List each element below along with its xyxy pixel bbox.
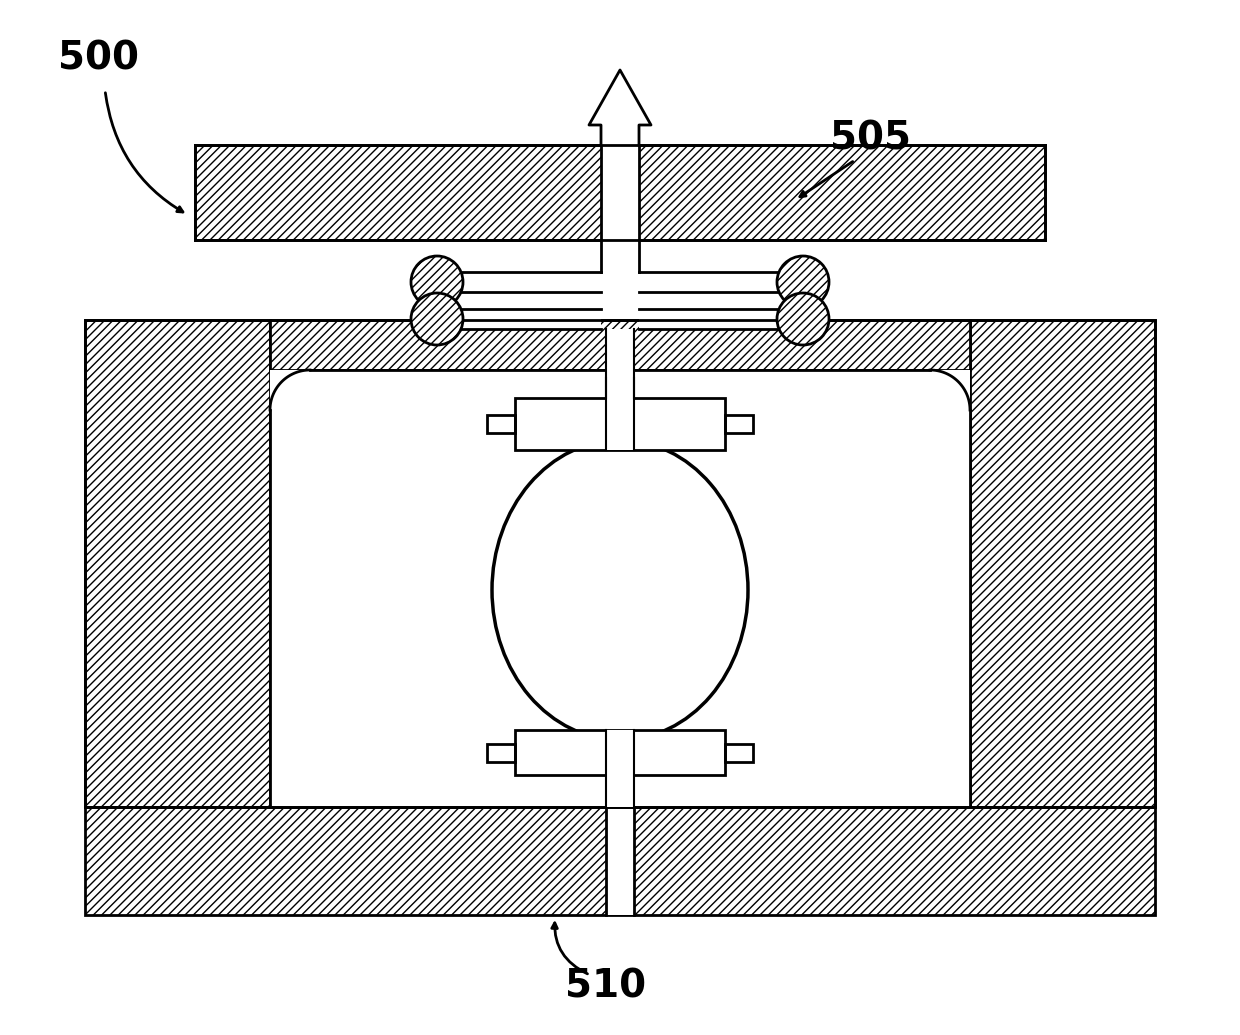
Bar bbox=[86, 320, 270, 807]
Bar bbox=[515, 730, 725, 775]
Bar bbox=[515, 398, 725, 450]
Bar bbox=[515, 398, 725, 450]
Bar bbox=[606, 807, 634, 915]
Bar bbox=[970, 320, 1154, 807]
Bar bbox=[725, 743, 753, 762]
Bar bbox=[487, 415, 515, 433]
Bar bbox=[725, 415, 753, 433]
Circle shape bbox=[410, 256, 463, 308]
Bar bbox=[487, 743, 515, 762]
Bar bbox=[487, 743, 515, 762]
Bar bbox=[515, 730, 725, 775]
Bar bbox=[270, 320, 970, 369]
Text: 500: 500 bbox=[58, 40, 139, 78]
Polygon shape bbox=[606, 378, 634, 450]
Polygon shape bbox=[606, 329, 634, 398]
Polygon shape bbox=[639, 309, 804, 329]
Bar bbox=[195, 145, 1045, 240]
Bar bbox=[601, 145, 639, 240]
Bar bbox=[270, 369, 970, 807]
Bar bbox=[725, 415, 753, 433]
Bar bbox=[725, 743, 753, 762]
Polygon shape bbox=[436, 309, 601, 329]
Polygon shape bbox=[436, 272, 601, 292]
Text: 510: 510 bbox=[565, 967, 646, 1005]
Circle shape bbox=[410, 293, 463, 345]
Bar bbox=[487, 415, 515, 433]
Polygon shape bbox=[589, 70, 651, 145]
Bar bbox=[930, 369, 970, 410]
Polygon shape bbox=[606, 730, 634, 807]
Text: 505: 505 bbox=[830, 120, 911, 158]
Circle shape bbox=[777, 293, 830, 345]
Circle shape bbox=[777, 256, 830, 308]
Bar bbox=[601, 143, 639, 242]
Polygon shape bbox=[639, 272, 804, 292]
Bar bbox=[86, 807, 1154, 915]
Ellipse shape bbox=[492, 440, 748, 740]
Bar bbox=[270, 369, 310, 410]
Bar bbox=[86, 320, 1154, 807]
